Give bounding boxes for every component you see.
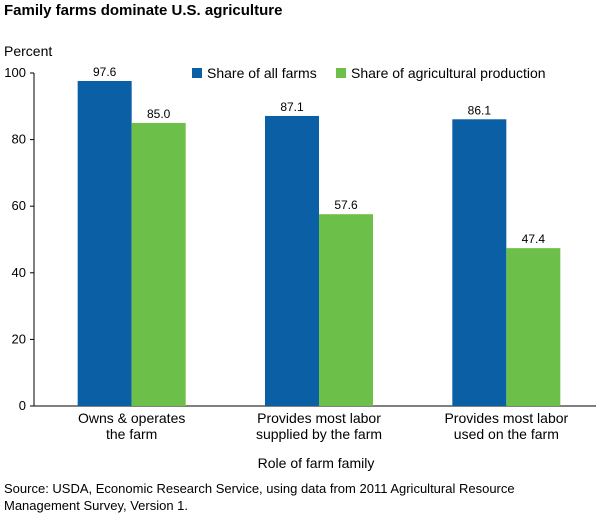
legend: Share of all farms Share of agricultural … (192, 65, 546, 81)
bar-all-farms (77, 80, 132, 406)
y-tick-label: 20 (12, 331, 26, 346)
x-axis-label: Role of farm family (258, 455, 375, 471)
bar-all-farms (452, 119, 507, 407)
bar-ag-production (506, 248, 561, 406)
bar-ag-production (319, 214, 373, 406)
category-label: supplied by the farm (256, 426, 382, 442)
bars (77, 80, 561, 407)
legend-swatch (336, 68, 346, 78)
bar-all-farms (265, 115, 319, 406)
y-tick-label: 100 (4, 65, 26, 80)
y-axis-label: Percent (4, 43, 52, 59)
bar-value-label: 86.1 (468, 103, 492, 117)
bar-chart: Percent 0 20 40 60 80 100 97.6 85.0 87.1 57.6 86.… (4, 43, 596, 471)
bar-value-label: 97.6 (93, 65, 117, 79)
bar-ag-production (131, 122, 186, 406)
category-label: Provides most labor (257, 410, 381, 426)
y-tick-label: 0 (19, 398, 26, 413)
category-label: the farm (106, 426, 157, 442)
source-note: Source: USDA, Economic Research Service,… (4, 481, 515, 513)
category-label: used on the farm (454, 426, 559, 442)
bar-labels: 97.6 85.0 87.1 57.6 86.1 47.4 (93, 65, 545, 246)
y-ticks: 0 20 40 60 80 100 (4, 65, 34, 413)
bar-value-label: 47.4 (522, 232, 546, 246)
legend-label: Share of all farms (207, 65, 317, 81)
legend-swatch (192, 68, 202, 78)
category-label: Owns & operates (78, 410, 185, 426)
y-tick-label: 40 (12, 265, 26, 280)
y-tick-label: 80 (12, 132, 26, 147)
chart-title: Family farms dominate U.S. agriculture (4, 2, 283, 19)
category-label: Provides most labor (444, 410, 568, 426)
y-tick-label: 60 (12, 198, 26, 213)
bar-value-label: 87.1 (280, 100, 304, 114)
legend-label: Share of agricultural production (351, 65, 546, 81)
bar-value-label: 85.0 (147, 107, 171, 121)
bar-value-label: 57.6 (334, 198, 358, 212)
